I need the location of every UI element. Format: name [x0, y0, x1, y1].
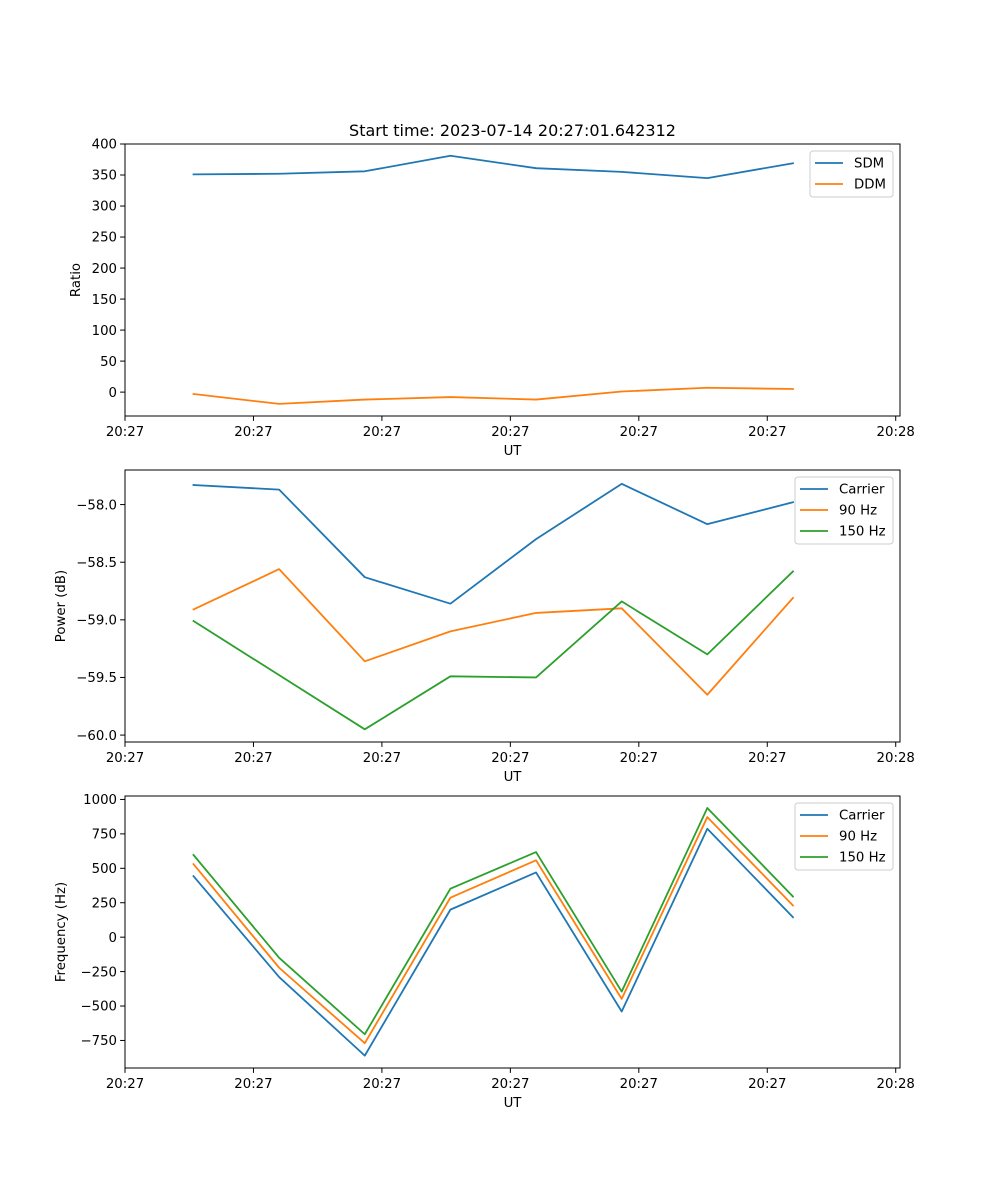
power-axes-frame	[124, 469, 901, 743]
ratio-x-tick-label: 20:27	[748, 425, 786, 440]
frequency-series-line-150-hz	[192, 807, 795, 1036]
power-y-tick-label: −58.0	[76, 498, 117, 513]
ratio-y-tick-label: 100	[92, 324, 117, 339]
power-y-axis-label: Power (dB)	[54, 570, 69, 642]
ratio-y-tick-label: 300	[92, 200, 117, 215]
ratio-axes-frame	[124, 143, 901, 417]
ratio-y-tick-label: 250	[92, 231, 117, 246]
ratio-y-axis-label: Ratio	[69, 263, 84, 297]
frequency-x-tick-label: 20:27	[491, 1077, 529, 1092]
power-y-tick-label: −60.0	[76, 729, 117, 744]
power-legend-label-carrier: Carrier	[839, 483, 885, 498]
power-y-tick-label: −59.0	[76, 614, 117, 629]
frequency-x-tick-label: 20:27	[106, 1077, 144, 1092]
power-legend-label-150-hz: 150 Hz	[839, 525, 886, 540]
frequency-y-axis-label: Frequency (Hz)	[54, 882, 69, 982]
ratio-y-tick-label: 200	[92, 262, 117, 277]
ratio-legend: SDM DDM	[809, 150, 894, 198]
frequency-y-tick-label: 500	[92, 862, 117, 877]
ratio-y-tick-label: 0	[109, 386, 117, 401]
frequency-y-tick-label: −500	[80, 1000, 117, 1015]
power-x-tick-label: 20:28	[877, 751, 915, 766]
ratio-y-tick-label: 400	[92, 138, 117, 153]
ratio-y-tick-label: 150	[92, 293, 117, 308]
frequency-x-tick-label: 20:27	[234, 1077, 272, 1092]
power-y-tick-label: −58.5	[76, 556, 117, 571]
frequency-y-tick-label: −750	[80, 1034, 117, 1049]
frequency-y-tick-label: −250	[80, 965, 117, 980]
frequency-legend-label-90-hz: 90 Hz	[839, 830, 877, 845]
power-legend-label-90-hz: 90 Hz	[839, 504, 877, 519]
ratio-legend-label-ddm: DDM	[854, 178, 886, 193]
power-series-line-150-hz	[192, 570, 795, 731]
power-series-line-carrier	[192, 482, 795, 605]
frequency-x-tick-label: 20:27	[363, 1077, 401, 1092]
ratio-x-tick-label: 20:27	[234, 425, 272, 440]
frequency-panel: 20:27 20:27 20:27 20:27 20:27 20:27 20:28 1000 7…	[54, 793, 915, 1111]
frequency-legend: Carrier 90 Hz 150 Hz	[794, 802, 894, 871]
frequency-y-tick-label: 0	[109, 931, 117, 946]
power-x-tick-label: 20:27	[748, 751, 786, 766]
frequency-series-line-carrier	[192, 827, 795, 1057]
frequency-series-line-90-hz	[192, 816, 795, 1045]
ratio-series-line-sdm	[192, 154, 795, 180]
ratio-x-tick-label: 20:28	[877, 425, 915, 440]
ratio-x-tick-label: 20:27	[363, 425, 401, 440]
ratio-x-tick-label: 20:27	[106, 425, 144, 440]
ratio-series-line-ddm	[192, 386, 794, 405]
frequency-y-tick-label: 750	[92, 828, 117, 843]
frequency-x-axis-label: UT	[504, 1096, 523, 1111]
frequency-legend-label-150-hz: 150 Hz	[839, 851, 886, 866]
power-x-tick-label: 20:27	[106, 751, 144, 766]
ratio-panel: 20:27 20:27 20:27 20:27 20:27 20:27 20:28 0 50 10…	[69, 138, 915, 459]
ratio-x-tick-label: 20:27	[491, 425, 529, 440]
frequency-x-tick-label: 20:27	[748, 1077, 786, 1092]
ratio-y-tick-label: 50	[100, 355, 117, 370]
ratio-y-tick-label: 350	[92, 169, 117, 184]
ratio-x-tick-label: 20:27	[620, 425, 658, 440]
ratio-legend-label-sdm: SDM	[854, 157, 884, 172]
power-x-tick-label: 20:27	[234, 751, 272, 766]
power-legend-box	[794, 476, 894, 545]
power-y-tick-label: −59.5	[76, 671, 117, 686]
power-legend: Carrier 90 Hz 150 Hz	[794, 476, 894, 545]
power-panel: 20:27 20:27 20:27 20:27 20:27 20:27 20:28 −58.0…	[54, 469, 915, 785]
power-x-tick-label: 20:27	[491, 751, 529, 766]
power-x-axis-label: UT	[504, 770, 523, 785]
frequency-axes-frame	[124, 795, 901, 1069]
power-x-tick-label: 20:27	[620, 751, 658, 766]
power-series-line-90-hz	[192, 568, 795, 696]
chart-title: Start time: 2023-07-14 20:27:01.642312	[349, 121, 676, 140]
ratio-x-axis-label: UT	[504, 444, 523, 459]
power-x-tick-label: 20:27	[363, 751, 401, 766]
frequency-x-tick-label: 20:27	[620, 1077, 658, 1092]
frequency-legend-label-carrier: Carrier	[839, 809, 885, 824]
frequency-x-tick-label: 20:28	[877, 1077, 915, 1092]
frequency-y-tick-label: 1000	[83, 793, 117, 808]
frequency-legend-box	[794, 802, 894, 871]
frequency-y-tick-label: 250	[92, 896, 117, 911]
